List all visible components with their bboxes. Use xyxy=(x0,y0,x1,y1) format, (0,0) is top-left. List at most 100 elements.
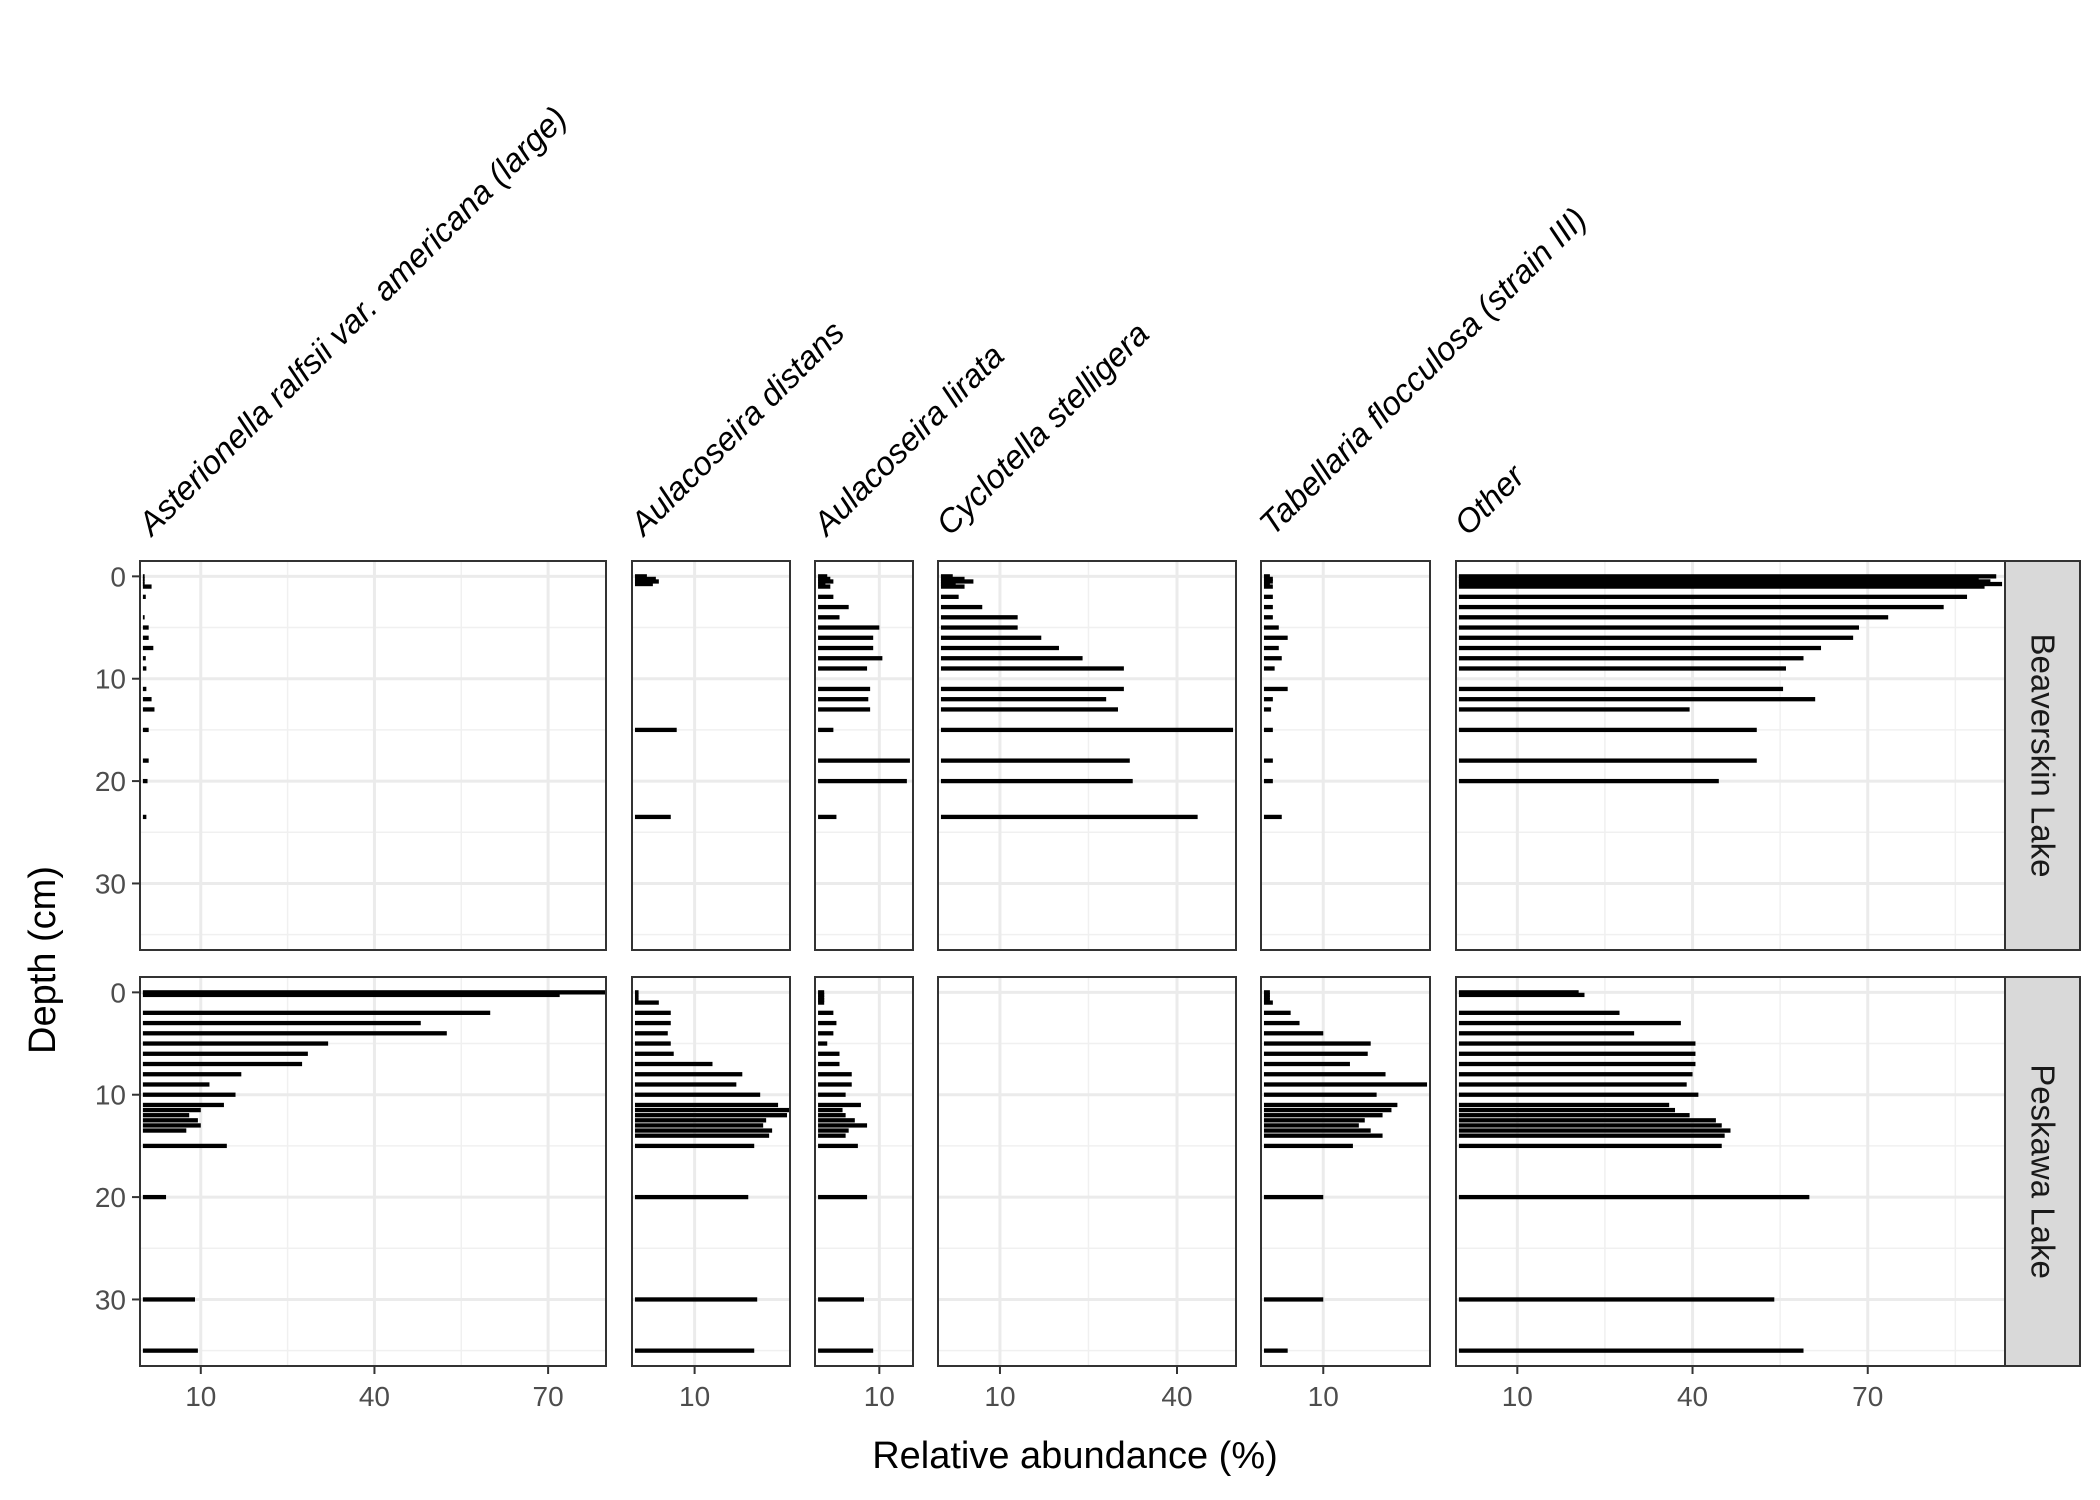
strip-background xyxy=(2004,976,2081,1367)
y-tick-label: 10 xyxy=(95,1080,126,1111)
bar-beaverskin-lake-other-depth-1 xyxy=(1458,584,1985,589)
bar-peskawa-lake-other-depth-13 xyxy=(1458,1123,1722,1128)
bar-peskawa-lake-tabellaria-flocculosa-strain-iii-depth-12-5 xyxy=(1263,1118,1365,1123)
bar-beaverskin-lake-other-depth-0 xyxy=(1458,574,1997,579)
x-tick-label: 70 xyxy=(533,1381,564,1412)
bar-peskawa-lake-aulacoseira-lirata-depth-11-5 xyxy=(818,1107,843,1113)
bar-beaverskin-lake-tabellaria-flocculosa-strain-iii-depth-23-5 xyxy=(1263,814,1282,820)
bar-beaverskin-lake-tabellaria-flocculosa-strain-iii-depth-0 xyxy=(1263,574,1270,579)
bar-peskawa-lake-aulacoseira-distans-depth-7 xyxy=(634,1061,713,1067)
panel-beaverskin-lake-cyclotella-stelligera xyxy=(937,560,1237,951)
bar-beaverskin-lake-tabellaria-flocculosa-strain-iii-depth-13 xyxy=(1263,707,1272,712)
bar-peskawa-lake-aulacoseira-lirata-depth-1 xyxy=(818,1000,825,1005)
panel-border xyxy=(631,560,791,951)
bar-beaverskin-lake-tabellaria-flocculosa-strain-iii-depth-4 xyxy=(1263,615,1273,620)
bar-peskawa-lake-aulacoseira-lirata-depth-13 xyxy=(818,1123,868,1128)
bar-beaverskin-lake-tabellaria-flocculosa-strain-iii-depth-0-75 xyxy=(1263,581,1270,587)
bar-peskawa-lake-other-depth-5 xyxy=(1458,1041,1696,1046)
bar-beaverskin-lake-aulacoseira-lirata-depth-0-25 xyxy=(818,576,831,582)
x-tick-label: 40 xyxy=(1161,1381,1192,1412)
bar-beaverskin-lake-tabellaria-flocculosa-strain-iii-depth-8 xyxy=(1263,656,1282,661)
bar-peskawa-lake-tabellaria-flocculosa-strain-iii-depth-7 xyxy=(1263,1061,1350,1067)
bar-peskawa-lake-tabellaria-flocculosa-strain-iii-depth-0 xyxy=(1263,990,1270,995)
bar-beaverskin-lake-other-depth-0-5 xyxy=(1458,579,1991,584)
bar-peskawa-lake-other-depth-8 xyxy=(1458,1072,1693,1077)
strip-label: Beaverskin Lake xyxy=(2025,634,2062,878)
bar-beaverskin-lake-aulacoseira-distans-depth-0 xyxy=(634,574,647,579)
bar-beaverskin-lake-aulacoseira-lirata-depth-2 xyxy=(818,594,834,599)
bar-peskawa-lake-aulacoseira-distans-depth-8 xyxy=(634,1072,743,1077)
bar-peskawa-lake-other-depth-7 xyxy=(1458,1061,1696,1067)
bar-peskawa-lake-aulacoseira-distans-depth-3 xyxy=(634,1020,671,1026)
bar-peskawa-lake-other-depth-11 xyxy=(1458,1102,1670,1108)
bar-peskawa-lake-aulacoseira-distans-depth-11-5 xyxy=(634,1107,790,1113)
panel-border xyxy=(1260,976,1431,1367)
bar-beaverskin-lake-aulacoseira-distans-depth-15 xyxy=(634,727,677,733)
bar-beaverskin-lake-other-depth-9 xyxy=(1458,666,1786,671)
bar-beaverskin-lake-asterionella-ralfsii-var-americana-large-depth-0-5 xyxy=(142,579,145,584)
bar-peskawa-lake-asterionella-ralfsii-var-americana-large-depth-3 xyxy=(142,1020,421,1026)
bar-beaverskin-lake-other-depth-5 xyxy=(1458,625,1859,630)
taxon-label-tabellaria-flocculosa-strain-iii: Tabellaria flocculosa (strain III) xyxy=(1252,200,1594,542)
bar-peskawa-lake-asterionella-ralfsii-var-americana-large-depth-11-5 xyxy=(142,1107,201,1113)
panel-peskawa-lake-aulacoseira-distans: 10 xyxy=(631,976,791,1412)
bar-peskawa-lake-other-depth-0-25 xyxy=(1458,992,1585,998)
bar-peskawa-lake-other-depth-35 xyxy=(1458,1348,1804,1353)
bar-beaverskin-lake-tabellaria-flocculosa-strain-iii-depth-1 xyxy=(1263,584,1273,589)
bar-peskawa-lake-aulacoseira-lirata-depth-12 xyxy=(818,1113,846,1118)
bar-peskawa-lake-tabellaria-flocculosa-strain-iii-depth-5 xyxy=(1263,1041,1371,1046)
strip-label: Peskawa Lake xyxy=(2025,1064,2062,1279)
bar-peskawa-lake-tabellaria-flocculosa-strain-iii-depth-6 xyxy=(1263,1051,1368,1056)
bar-peskawa-lake-aulacoseira-distans-depth-11 xyxy=(634,1102,779,1108)
bar-peskawa-lake-aulacoseira-lirata-depth-10 xyxy=(818,1092,846,1097)
bar-beaverskin-lake-tabellaria-flocculosa-strain-iii-depth-18 xyxy=(1263,758,1273,763)
bar-peskawa-lake-aulacoseira-distans-depth-6 xyxy=(634,1051,674,1056)
bar-beaverskin-lake-asterionella-ralfsii-var-americana-large-depth-5 xyxy=(142,625,149,630)
bar-peskawa-lake-tabellaria-flocculosa-strain-iii-depth-35 xyxy=(1263,1348,1288,1353)
bar-peskawa-lake-aulacoseira-distans-depth-1 xyxy=(634,1000,659,1005)
bar-beaverskin-lake-asterionella-ralfsii-var-americana-large-depth-6 xyxy=(142,635,149,640)
bar-peskawa-lake-aulacoseira-lirata-depth-0-25 xyxy=(818,992,825,998)
bar-peskawa-lake-other-depth-20 xyxy=(1458,1194,1810,1200)
y-tick-label: 30 xyxy=(95,1284,126,1315)
bar-beaverskin-lake-other-depth-15 xyxy=(1458,727,1757,733)
bar-beaverskin-lake-asterionella-ralfsii-var-americana-large-depth-20 xyxy=(142,778,148,784)
bar-peskawa-lake-asterionella-ralfsii-var-americana-large-depth-12-5 xyxy=(142,1118,198,1123)
taxon-label-other: Other xyxy=(1447,456,1533,542)
taxon-label-cyclotella-stelligera: Cyclotella stelligera xyxy=(929,315,1156,542)
bar-beaverskin-lake-cyclotella-stelligera-depth-18 xyxy=(940,758,1130,763)
bar-peskawa-lake-aulacoseira-distans-depth-4 xyxy=(634,1031,668,1036)
bar-beaverskin-lake-tabellaria-flocculosa-strain-iii-depth-6 xyxy=(1263,635,1288,640)
bar-beaverskin-lake-other-depth-12 xyxy=(1458,697,1816,702)
y-axis-title: Depth (cm) xyxy=(22,866,64,1054)
bar-peskawa-lake-tabellaria-flocculosa-strain-iii-depth-14 xyxy=(1263,1133,1383,1138)
bar-peskawa-lake-aulacoseira-distans-depth-20 xyxy=(634,1194,749,1200)
bar-peskawa-lake-tabellaria-flocculosa-strain-iii-depth-30 xyxy=(1263,1297,1324,1302)
bar-beaverskin-lake-tabellaria-flocculosa-strain-iii-depth-5 xyxy=(1263,625,1279,630)
bar-beaverskin-lake-cyclotella-stelligera-depth-0-25 xyxy=(940,576,965,582)
bar-beaverskin-lake-asterionella-ralfsii-var-americana-large-depth-8 xyxy=(142,656,146,661)
bar-beaverskin-lake-tabellaria-flocculosa-strain-iii-depth-0-25 xyxy=(1263,576,1273,582)
panel-border xyxy=(631,976,791,1367)
bar-beaverskin-lake-aulacoseira-distans-depth-23-5 xyxy=(634,814,671,820)
bar-peskawa-lake-aulacoseira-lirata-depth-0-5 xyxy=(818,995,825,1000)
bar-beaverskin-lake-cyclotella-stelligera-depth-1 xyxy=(940,584,965,589)
bar-peskawa-lake-aulacoseira-distans-depth-14 xyxy=(634,1133,770,1138)
bar-peskawa-lake-aulacoseira-lirata-depth-12-5 xyxy=(818,1118,855,1123)
bar-beaverskin-lake-other-depth-3 xyxy=(1458,604,1944,610)
bar-peskawa-lake-asterionella-ralfsii-var-americana-large-depth-20 xyxy=(142,1194,167,1200)
panel-background xyxy=(632,561,790,950)
bar-beaverskin-lake-tabellaria-flocculosa-strain-iii-depth-15 xyxy=(1263,727,1273,733)
x-tick-label: 10 xyxy=(185,1381,216,1412)
bar-peskawa-lake-asterionella-ralfsii-var-americana-large-depth-35 xyxy=(142,1348,198,1353)
bar-peskawa-lake-tabellaria-flocculosa-strain-iii-depth-12 xyxy=(1263,1113,1383,1118)
bar-beaverskin-lake-cyclotella-stelligera-depth-0-5 xyxy=(940,579,974,584)
bar-beaverskin-lake-asterionella-ralfsii-var-americana-large-depth-9 xyxy=(142,666,147,671)
bar-beaverskin-lake-aulacoseira-lirata-depth-5 xyxy=(818,625,880,630)
bar-peskawa-lake-asterionella-ralfsii-var-americana-large-depth-30 xyxy=(142,1297,195,1302)
y-tick-label: 10 xyxy=(95,664,126,695)
panel-background xyxy=(1261,561,1430,950)
bar-beaverskin-lake-tabellaria-flocculosa-strain-iii-depth-11 xyxy=(1263,686,1288,692)
bar-peskawa-lake-asterionella-ralfsii-var-americana-large-depth-5 xyxy=(142,1041,329,1046)
